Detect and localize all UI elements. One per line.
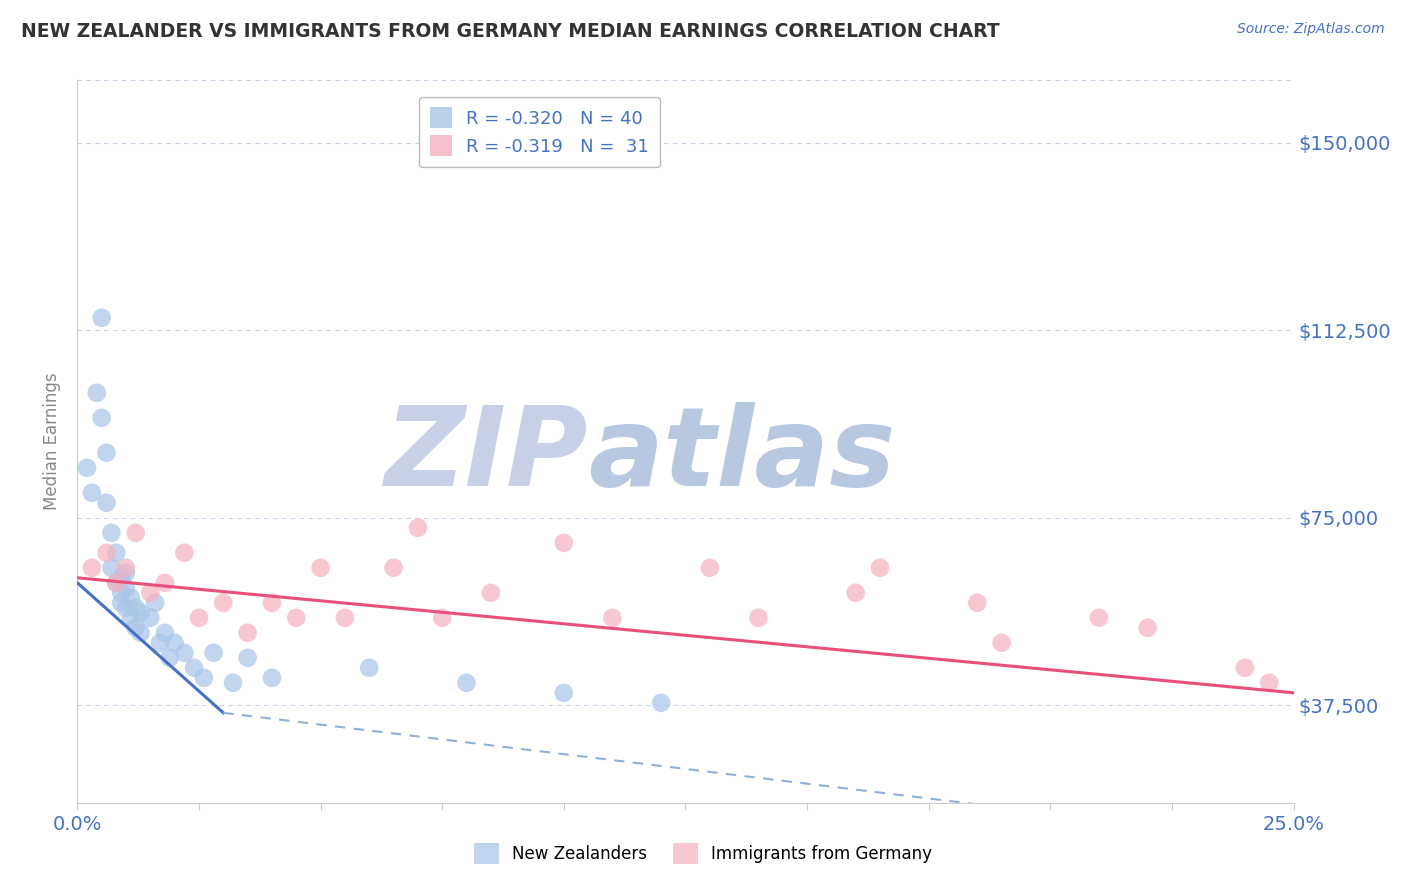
Point [430, 611, 453, 625]
Point [110, 571, 132, 585]
Point [212, 596, 235, 610]
Point [115, 581, 138, 595]
Point [202, 646, 225, 660]
Point [406, 521, 429, 535]
Point [650, 696, 672, 710]
Point [96, 546, 118, 560]
Point [553, 686, 575, 700]
Point [966, 596, 988, 610]
Point [76, 460, 98, 475]
Point [236, 650, 259, 665]
Point [139, 611, 162, 625]
Point [129, 625, 152, 640]
Text: NEW ZEALANDER VS IMMIGRANTS FROM GERMANY MEDIAN EARNINGS CORRELATION CHART: NEW ZEALANDER VS IMMIGRANTS FROM GERMANY… [21, 22, 1000, 41]
Text: ZIP: ZIP [385, 402, 588, 509]
Point [120, 611, 142, 625]
Point [80, 561, 103, 575]
Point [100, 525, 122, 540]
Point [260, 671, 283, 685]
Point [1258, 675, 1281, 690]
Point [193, 671, 215, 685]
Point [110, 586, 132, 600]
Point [163, 636, 186, 650]
Point [115, 600, 138, 615]
Point [173, 546, 195, 560]
Point [333, 611, 356, 625]
Point [149, 636, 172, 650]
Legend: R = -0.320   N = 40, R = -0.319   N =  31: R = -0.320 N = 40, R = -0.319 N = 31 [419, 96, 659, 167]
Point [80, 485, 103, 500]
Point [173, 646, 195, 660]
Point [96, 496, 118, 510]
Point [125, 525, 148, 540]
Point [869, 561, 891, 575]
Point [90, 310, 112, 325]
Point [699, 561, 721, 575]
Point [602, 611, 624, 625]
Point [105, 575, 128, 590]
Point [105, 546, 128, 560]
Point [125, 600, 148, 615]
Point [110, 596, 132, 610]
Point [115, 561, 138, 575]
Point [105, 575, 128, 590]
Text: Source: ZipAtlas.com: Source: ZipAtlas.com [1237, 22, 1385, 37]
Text: atlas: atlas [588, 402, 896, 509]
Point [236, 625, 259, 640]
Point [260, 596, 283, 610]
Point [1136, 621, 1159, 635]
Point [129, 606, 152, 620]
Point [285, 611, 308, 625]
Point [183, 661, 205, 675]
Point [359, 661, 381, 675]
Point [382, 561, 405, 575]
Point [456, 675, 478, 690]
Point [115, 566, 138, 580]
Point [553, 536, 575, 550]
Point [120, 591, 142, 605]
Point [159, 650, 181, 665]
Point [188, 611, 211, 625]
Point [90, 410, 112, 425]
Point [125, 621, 148, 635]
Point [747, 611, 769, 625]
Legend: New Zealanders, Immigrants from Germany: New Zealanders, Immigrants from Germany [468, 837, 938, 871]
Y-axis label: Median Earnings: Median Earnings [44, 373, 62, 510]
Point [845, 586, 868, 600]
Point [96, 446, 118, 460]
Point [222, 675, 245, 690]
Point [86, 385, 108, 400]
Point [1088, 611, 1111, 625]
Point [153, 575, 176, 590]
Point [153, 625, 176, 640]
Point [1233, 661, 1256, 675]
Point [100, 561, 122, 575]
Point [479, 586, 502, 600]
Point [990, 636, 1012, 650]
Point [143, 596, 166, 610]
Point [309, 561, 332, 575]
Point [139, 586, 162, 600]
